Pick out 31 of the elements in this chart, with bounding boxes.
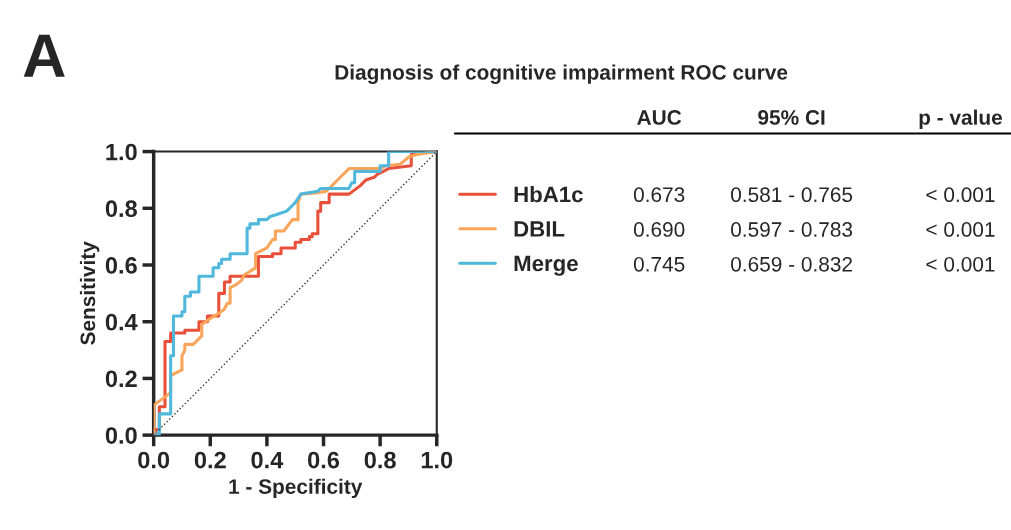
text: AUC (637, 110, 682, 125)
legend-label: DBIL (514, 221, 565, 237)
y-axis-title: Sensitivity (79, 241, 100, 345)
x-axis-title: 1 - Specificity (229, 478, 363, 499)
y-tick-label: 1.0 (106, 143, 137, 161)
text: 0.690 (633, 222, 685, 237)
text: < 0.001 (926, 222, 995, 237)
text: 0.581 - 0.765 (731, 187, 853, 203)
legend-label: HbA1c (514, 185, 583, 203)
y-tick-label: 0.4 (105, 313, 138, 331)
text: Diagnosis of cognitive impairment ROC curve (335, 64, 788, 84)
x-tick-label: 1.0 (421, 451, 453, 469)
text: 0.597 - 0.783 (731, 222, 853, 237)
text: 0.673 (633, 187, 685, 203)
y-tick-label: 0.6 (105, 257, 137, 274)
x-tick-label: 0.0 (138, 451, 170, 469)
text: 95% CI (758, 110, 825, 125)
text: p - value (919, 109, 1002, 129)
text: 0.745 (633, 256, 685, 272)
x-tick-label: 0.8 (364, 451, 396, 469)
x-tick-label: 0.4 (251, 451, 284, 469)
x-tick-label: 0.6 (308, 451, 340, 469)
y-tick-label: 0.2 (105, 370, 137, 388)
x-tick-label: 0.2 (194, 451, 226, 469)
text: A (23, 34, 65, 77)
legend-label: Merge (514, 255, 578, 276)
y-tick-label: 0.0 (105, 427, 137, 444)
text: 0.659 - 0.832 (731, 256, 852, 272)
text: < 0.001 (926, 187, 995, 203)
text: < 0.001 (926, 256, 995, 272)
y-tick-label: 0.8 (105, 200, 137, 218)
